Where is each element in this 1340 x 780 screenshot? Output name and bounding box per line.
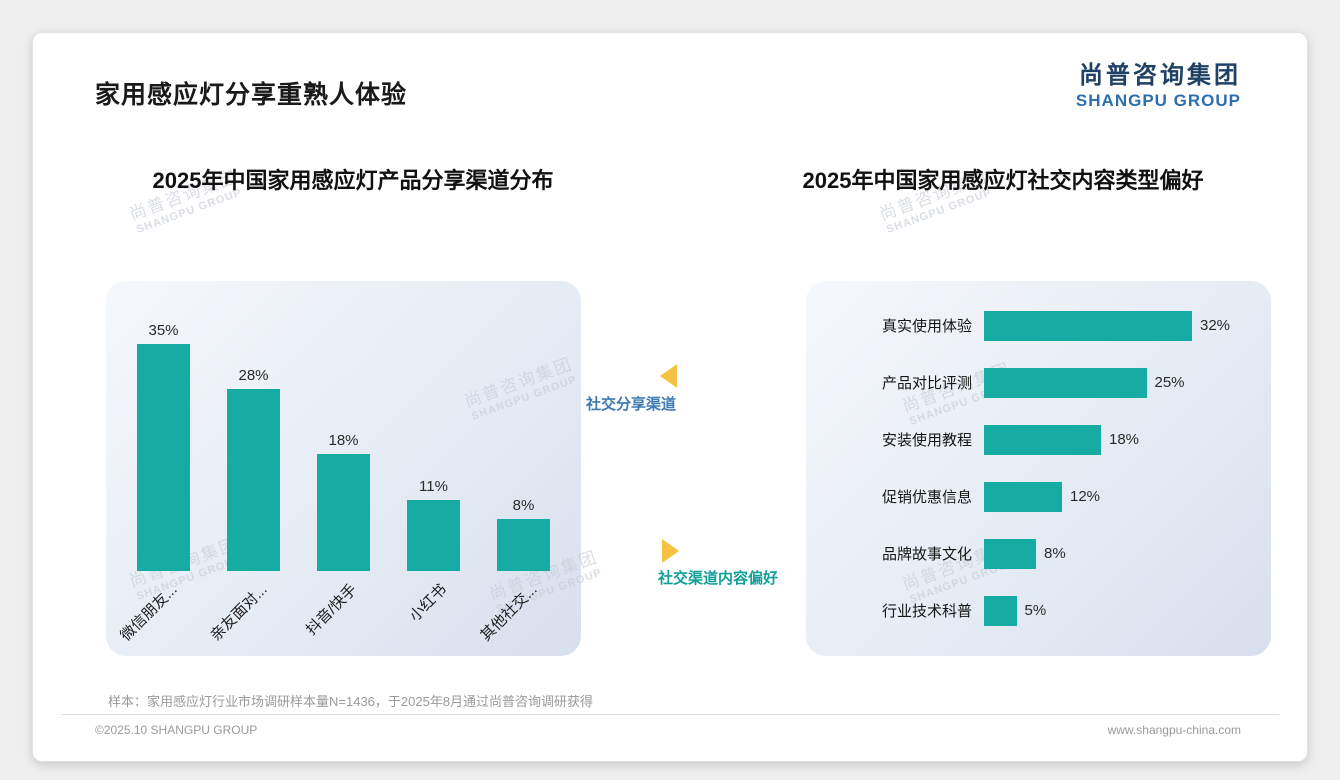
category-tick: 抖音/快手 bbox=[303, 571, 370, 651]
bar-value-label: 18% bbox=[328, 432, 359, 449]
company-logo: 尚普咨询集团 SHANGPU GROUP bbox=[1076, 55, 1241, 111]
content-preference-chart-title: 2025年中国家用感应灯社交内容类型偏好 bbox=[802, 168, 1204, 193]
bar-row: 真实使用体验 32% bbox=[806, 297, 1271, 354]
bar bbox=[984, 424, 1101, 455]
footer-copyright: ©2025.10 SHANGPU GROUP bbox=[95, 723, 258, 737]
arrow-left-icon bbox=[660, 364, 677, 388]
bar bbox=[137, 343, 190, 571]
category-tick-label: 亲友面对... bbox=[207, 581, 271, 645]
bar-row: 产品对比评测 25% bbox=[806, 354, 1271, 411]
bar bbox=[317, 454, 370, 571]
bar bbox=[497, 519, 550, 571]
bar-column: 8% bbox=[497, 497, 550, 571]
bar-value-label: 12% bbox=[1070, 488, 1101, 505]
category-label: 促销优惠信息 bbox=[881, 489, 972, 506]
logo-chinese-name: 尚普咨询集团 bbox=[1079, 62, 1241, 89]
content-preference-chart-rows: 真实使用体验 32% 产品对比评测 25% 安装使用教程 18% 促销优惠信息 12% 品牌故事… bbox=[806, 281, 1271, 639]
category-label: 行业技术科普 bbox=[881, 603, 972, 620]
category-label: 品牌故事文化 bbox=[881, 546, 972, 563]
category-tick-label: 微信朋友... bbox=[117, 581, 181, 645]
bar bbox=[984, 481, 1062, 512]
bar bbox=[984, 367, 1147, 398]
bar-row: 安装使用教程 18% bbox=[806, 411, 1271, 468]
category-label: 产品对比评测 bbox=[881, 375, 972, 392]
bar-column: 11% bbox=[407, 477, 460, 571]
share-channel-chart: 35% 28% 18% 11% 8% 微信朋友... 亲友面对... 抖音/快手 小红书 其他社… bbox=[106, 281, 581, 651]
content-preference-chart-panel: 真实使用体验 32% 产品对比评测 25% 安装使用教程 18% 促销优惠信息 12% 品牌故事… bbox=[806, 281, 1271, 656]
logo-english-name: SHANGPU GROUP bbox=[1075, 91, 1241, 110]
bar-value-label: 35% bbox=[148, 321, 179, 339]
bar-row: 促销优惠信息 12% bbox=[806, 468, 1271, 525]
sample-note: 样本：家用感应灯行业市场调研样本量N=1436，于2025年8月通过尚普咨询调研… bbox=[108, 694, 594, 709]
bar-column: 18% bbox=[317, 432, 370, 571]
page-title: 家用感应灯分享重熟人体验 bbox=[95, 81, 408, 109]
bar-value-label: 18% bbox=[1109, 431, 1140, 448]
bar-value-label: 8% bbox=[512, 497, 535, 514]
footer-website: www.shangpu-china.com bbox=[1107, 723, 1241, 737]
bar-value-label: 11% bbox=[419, 477, 448, 495]
bar-value-label: 5% bbox=[1024, 602, 1047, 619]
share-channel-chart-title: 2025年中国家用感应灯产品分享渠道分布 bbox=[152, 168, 554, 193]
flow-label-top: 社交分享渠道 bbox=[586, 396, 677, 413]
bar-row: 品牌故事文化 8% bbox=[806, 525, 1271, 582]
bar bbox=[227, 389, 280, 571]
share-channel-chart-bars: 35% 28% 18% 11% 8% bbox=[106, 309, 581, 571]
footer-divider bbox=[61, 714, 1279, 715]
bar bbox=[984, 310, 1192, 341]
bar-value-label: 8% bbox=[1044, 545, 1066, 562]
category-tick: 小红书 bbox=[406, 571, 460, 651]
share-channel-chart-panel: 35% 28% 18% 11% 8% 微信朋友... 亲友面对... 抖音/快手 小红书 其他社… bbox=[106, 281, 581, 656]
bar bbox=[984, 538, 1036, 569]
bar-value-label: 25% bbox=[1154, 374, 1185, 391]
bar-column: 28% bbox=[227, 367, 280, 571]
slide: 尚普咨询集团 SHANGPU GROUP 尚普咨询集团 SHANGPU GROU… bbox=[32, 32, 1308, 762]
flow-label-bottom: 社交渠道内容偏好 bbox=[658, 570, 779, 587]
category-label: 真实使用体验 bbox=[881, 318, 972, 335]
bar bbox=[984, 595, 1017, 626]
category-tick-label: 抖音/快手 bbox=[302, 581, 361, 639]
bar bbox=[407, 499, 460, 571]
share-channel-chart-ticks: 微信朋友... 亲友面对... 抖音/快手 小红书 其他社交... bbox=[106, 571, 581, 651]
category-tick-label: 小红书 bbox=[406, 581, 451, 625]
category-tick: 其他社交... bbox=[477, 571, 550, 651]
category-tick: 亲友面对... bbox=[207, 571, 280, 651]
bar-value-label: 32% bbox=[1200, 317, 1231, 334]
category-label: 安装使用教程 bbox=[881, 432, 972, 449]
arrow-right-icon bbox=[662, 539, 679, 563]
category-tick: 微信朋友... bbox=[117, 571, 190, 651]
bar-column: 35% bbox=[137, 321, 190, 571]
category-tick-label: 其他社交... bbox=[477, 581, 541, 645]
bar-value-label: 28% bbox=[238, 367, 269, 384]
bar-row: 行业技术科普 5% bbox=[806, 582, 1271, 639]
